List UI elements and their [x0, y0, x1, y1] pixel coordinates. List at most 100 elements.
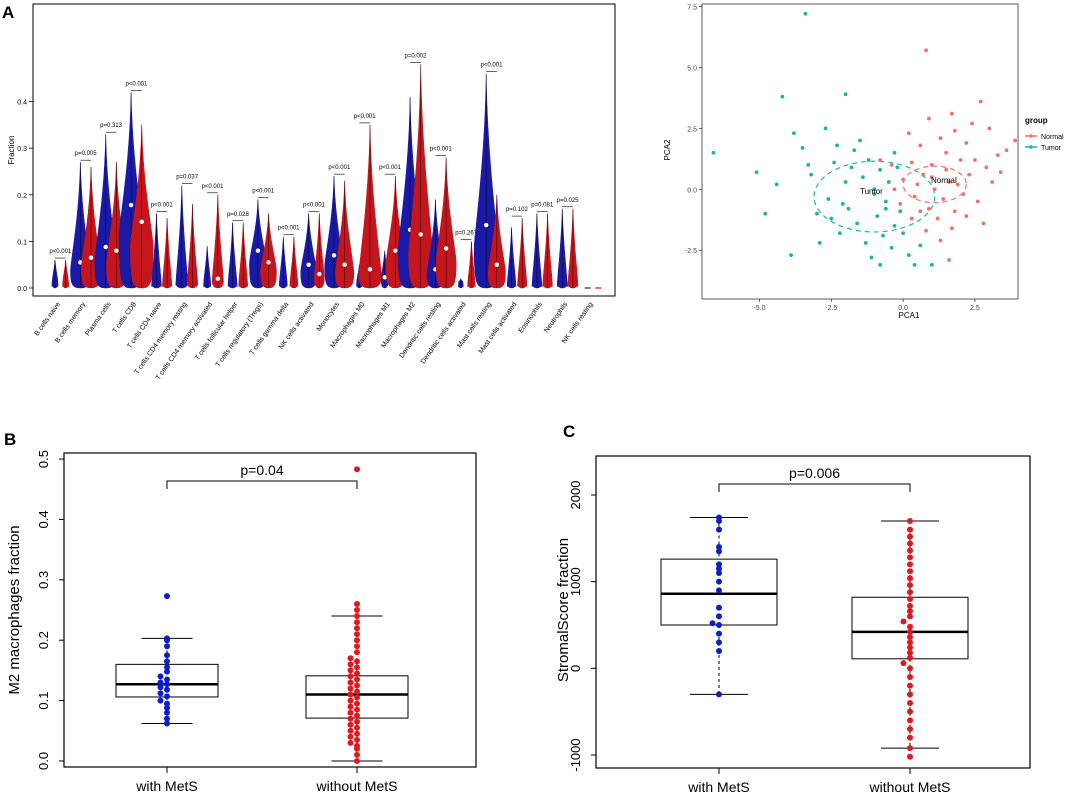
- pca-point-tumor: [780, 94, 785, 99]
- violin-p-value: p=0.005: [75, 151, 98, 157]
- box-b-point-without: [354, 670, 360, 677]
- pca-point-tumor: [803, 11, 808, 16]
- pca-legend-tumor: Tumor: [1041, 145, 1062, 152]
- pca-point-tumor: [863, 241, 868, 245]
- pca-point-tumor: [711, 150, 716, 155]
- pca-point-tumor: [878, 167, 883, 172]
- box-b-point-without: [354, 757, 360, 764]
- pca-point-tumor: [912, 262, 917, 267]
- violin-p-value: p<0.001: [125, 81, 148, 87]
- box-c-point-with: [716, 514, 722, 521]
- violin-without-mets-median-dot: [139, 219, 144, 225]
- pca-point-tumor: [789, 253, 793, 258]
- box-plot-b: 0.0 0.1 0.2 0.3 0.4 0.5 with MetS without MetS p…: [36, 450, 409, 794]
- box-b-bracket: [166, 480, 358, 489]
- violin-without-mets-median-dot: [114, 248, 119, 253]
- pca-point-normal: [889, 163, 894, 167]
- pca-point-tumor: [852, 148, 857, 153]
- pca-point-tumor: [843, 92, 848, 97]
- pca-point-tumor: [837, 231, 842, 236]
- pca-point-tumor: [878, 262, 883, 267]
- pca-point-normal: [892, 187, 897, 192]
- pca-point-tumor: [918, 243, 923, 248]
- violin-without-mets-median-dot: [494, 262, 500, 267]
- box-c-y-tick-label: 1000: [568, 567, 583, 596]
- pca-point-normal: [938, 238, 943, 243]
- box-b-point-without: [347, 733, 354, 740]
- box-c-point-without: [907, 540, 913, 547]
- box-b-point-with: [164, 715, 170, 722]
- box-c-point-with: [716, 630, 722, 637]
- box-b-point-with: [164, 704, 170, 711]
- pca-point-tumor: [866, 158, 871, 162]
- violin-y-label: Fraction: [7, 136, 16, 165]
- pca-point-normal: [958, 158, 963, 162]
- pca-point-normal: [984, 165, 989, 170]
- violin-p-value: p<0.001: [303, 202, 326, 208]
- pca-point-tumor: [763, 211, 768, 216]
- box-c-point-without: [907, 518, 913, 524]
- pca-point-tumor: [906, 253, 911, 258]
- box-b-point-without: [347, 679, 354, 686]
- pca-point-tumor: [832, 160, 837, 165]
- box-b-point-with: [164, 658, 170, 665]
- pca-ellipse-normal: [902, 165, 967, 204]
- box-b-point-with: [164, 681, 170, 688]
- box-c-point-with: [716, 544, 722, 550]
- box-b-point-without: [347, 673, 354, 680]
- violin-p-value: p<0.001: [151, 202, 174, 208]
- violin-without-mets-median-dot: [215, 276, 221, 281]
- box-c-point-without: [907, 726, 913, 732]
- pca-point-normal: [915, 182, 920, 187]
- pca-point-tumor: [895, 165, 900, 170]
- violin-without-mets-median-dot: [342, 262, 347, 267]
- pca-point-normal: [950, 111, 954, 116]
- box-b-y-tick-label: 0.3: [36, 571, 51, 589]
- violin-x-tick-label: Dendritic cells activated: [420, 301, 468, 365]
- box-c-y-tick-label: 2000: [568, 481, 583, 510]
- pca-point-normal: [906, 131, 911, 136]
- violin-with-mets-median-dot: [331, 253, 337, 258]
- box-c-point-without: [907, 526, 913, 533]
- pca-ellipses: [813, 160, 967, 233]
- pca-point-normal: [952, 128, 957, 133]
- box-b-point-without: [354, 682, 360, 689]
- box-b-y-label: M2 macrophages fraction: [6, 525, 23, 694]
- box-c-point-without: [907, 753, 913, 760]
- box-c-point-without: [907, 575, 913, 582]
- pca-point-tumor: [858, 138, 862, 143]
- pca-point-normal: [975, 199, 980, 204]
- box-b-point-without: [354, 607, 360, 613]
- box-b-point-with: [164, 709, 170, 716]
- box-c-point-with: [716, 565, 722, 572]
- box-c-point-with: [716, 613, 722, 620]
- pca-point-tumor: [892, 223, 897, 228]
- violin-with-mets-median-dot: [103, 244, 108, 250]
- violin-y-tick-label: 0.0: [17, 286, 27, 293]
- pca-point-normal: [952, 209, 957, 214]
- violin-p-value: p<0.001: [354, 114, 377, 120]
- violin-p-value: p<0.001: [252, 188, 275, 194]
- pca-point-tumor: [860, 175, 865, 179]
- pca-point-tumor: [829, 216, 834, 221]
- box-b-point-without: [347, 697, 354, 704]
- violin-x-tick-label: Eosinophils: [518, 301, 545, 335]
- violin-p-value: p<0.001: [481, 63, 504, 69]
- box-c-point-without: [907, 674, 913, 680]
- box-b-point-without: [347, 715, 354, 722]
- pca-y-tick-label: 0.0: [687, 187, 697, 194]
- violin-p-value: p<0.001: [202, 184, 225, 190]
- box-c-point-without: [907, 649, 913, 656]
- pca-points: [711, 11, 1018, 267]
- box-b-point-without: [347, 703, 354, 710]
- pca-point-normal: [964, 214, 969, 219]
- panel-a: A Fraction 0.0 0.1 0.2 0.3 0.4 p<0.001 p=0.00…: [2, 3, 616, 382]
- pca-point-normal: [973, 158, 977, 162]
- box-b-point-with: [157, 673, 164, 680]
- box-c-point-without: [907, 654, 913, 661]
- violin-y-tick-label: 0.1: [17, 239, 27, 246]
- box-b-point-with: [164, 593, 170, 600]
- pca-point-normal: [970, 121, 974, 126]
